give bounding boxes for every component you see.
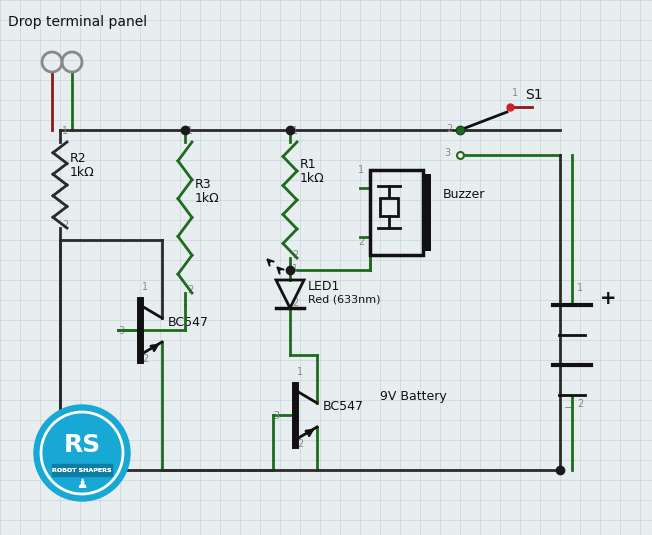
Text: Buzzer: Buzzer [443,188,485,201]
Text: 1: 1 [187,126,193,136]
Text: 2: 2 [187,285,193,295]
Text: LED1: LED1 [308,280,340,293]
Text: 1kΩ: 1kΩ [195,192,220,205]
Text: 1: 1 [62,126,68,136]
Text: 2: 2 [297,439,303,449]
Text: 1: 1 [577,283,583,293]
Text: S1: S1 [525,88,542,102]
Text: Red (633nm): Red (633nm) [308,294,381,304]
Text: 1: 1 [292,264,298,274]
Bar [423,174,431,251]
Text: 9V Battery: 9V Battery [380,390,447,403]
Text: Drop terminal panel: Drop terminal panel [8,15,147,29]
Text: 2: 2 [358,237,364,247]
Circle shape [34,405,130,501]
Text: 2: 2 [62,220,68,230]
Text: BC547: BC547 [323,401,364,414]
Text: 1kΩ: 1kΩ [70,166,95,179]
Text: ♟: ♟ [76,478,87,492]
Text: RS: RS [63,433,100,457]
Text: 1: 1 [297,367,303,377]
Bar [370,170,423,255]
Text: −: − [564,403,573,413]
Text: ROBOT SHAPERS: ROBOT SHAPERS [52,468,111,472]
Text: R3: R3 [195,178,212,191]
Text: +: + [600,289,617,308]
Bar [52,464,112,476]
Text: 3: 3 [118,326,124,336]
Text: 1kΩ: 1kΩ [300,172,325,185]
Text: 1: 1 [292,126,298,136]
Text: 2: 2 [142,354,148,364]
Text: ROBOT SHAPERS: ROBOT SHAPERS [52,468,111,472]
Text: 3: 3 [444,148,450,158]
Text: R2: R2 [70,152,87,165]
Text: 1: 1 [358,165,364,175]
Bar [380,198,398,216]
Text: 2: 2 [577,399,584,409]
Text: 2: 2 [446,124,452,134]
Text: 2: 2 [292,298,298,308]
Text: BC547: BC547 [168,316,209,328]
Text: R1: R1 [300,158,317,171]
Text: 1: 1 [512,88,518,98]
Text: 3: 3 [273,411,279,421]
Text: 2: 2 [292,250,298,260]
Text: 1: 1 [142,282,148,292]
